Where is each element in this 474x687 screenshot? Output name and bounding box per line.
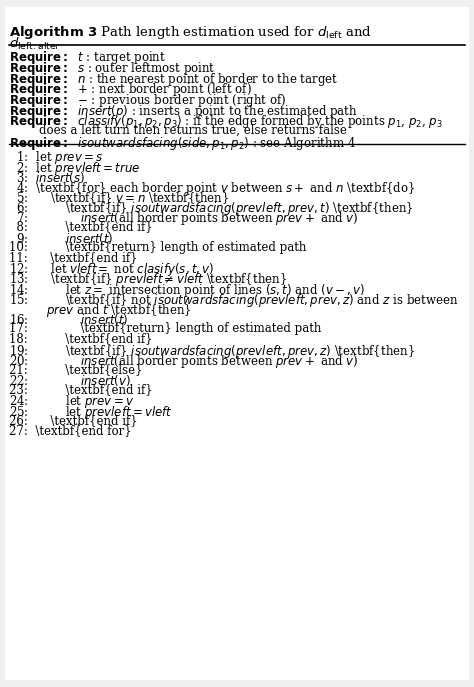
Text: $\mathbf{Require:}$  $t$ : target point: $\mathbf{Require:}$ $t$ : target point	[9, 49, 166, 67]
Text: 9:          $insert(t)$: 9: $insert(t)$	[9, 231, 114, 246]
Text: $\mathbf{Require:}$  $+$ : next border point (left of): $\mathbf{Require:}$ $+$ : next border po…	[9, 81, 252, 98]
Text: 14:          let $z =$ intersection point of lines $(s, t)$ and $(v-, v)$: 14: let $z =$ intersection point of line…	[9, 282, 365, 299]
Text: 7:              $insert$(all border points between $prev+$ and $v$): 7: $insert$(all border points between $p…	[9, 210, 359, 227]
Text: 26:      \textbf{end if}: 26: \textbf{end if}	[9, 414, 138, 427]
Text: 19:          \textbf{if} $isoutwardsfacing(prevleft, prev, z)$ \textbf{then}: 19: \textbf{if} $isoutwardsfacing(prevle…	[9, 343, 416, 359]
Text: 13:      \textbf{if} $prevleft \neq vleft$ \textbf{then}: 13: \textbf{if} $prevleft \neq vleft$ \t…	[9, 271, 288, 289]
Text: 17:              \textbf{return} length of estimated path: 17: \textbf{return} length of estimated …	[9, 322, 322, 335]
Text: 8:          \textbf{end if}: 8: \textbf{end if}	[9, 221, 153, 234]
Text: 25:          let $prevleft = vleft$: 25: let $prevleft = vleft$	[9, 404, 173, 420]
Text: 20:              $insert$(all border points between $prev+$ and $v$): 20: $insert$(all border points between $…	[9, 353, 359, 370]
Text: $prev$ and $t$ \textbf{then}: $prev$ and $t$ \textbf{then}	[9, 302, 192, 319]
Text: $\mathbf{Require:}$  $s$ : outer leftmost point: $\mathbf{Require:}$ $s$ : outer leftmost…	[9, 60, 216, 77]
Text: 6:          \textbf{if} $isoutwardsfacing(prevleft, prev, t)$ \textbf{then}: 6: \textbf{if} $isoutwardsfacing(prevlef…	[9, 201, 414, 217]
Text: $\mathbf{Require:}$  $n$ : the nearest point of border to the target: $\mathbf{Require:}$ $n$ : the nearest po…	[9, 71, 339, 88]
Text: does a left turn then returns true, else returns false: does a left turn then returns true, else…	[9, 124, 347, 137]
Text: $\mathbf{Algorithm\ 3}$ Path length estimation used for $d_{\mathrm{left}}$ and: $\mathbf{Algorithm\ 3}$ Path length esti…	[9, 24, 372, 41]
Text: $\mathbf{Require:}$  $classify(p_1, p_2, p_3)$ : if the edge formed by the point: $\mathbf{Require:}$ $classify(p_1, p_2, …	[9, 113, 443, 131]
Text: 3:  $insert(s)$: 3: $insert(s)$	[9, 170, 86, 185]
Text: 10:          \textbf{return} length of estimated path: 10: \textbf{return} length of estimated …	[9, 241, 307, 254]
Text: 15:          \textbf{if} not $isoutwardsfacing(prevleft, prev, z)$ and $z$ is be: 15: \textbf{if} not $isoutwardsfacing(pr…	[9, 292, 459, 308]
Text: 12:      let $vleft =$ not $clasify(s, t, v)$: 12: let $vleft =$ not $clasify(s, t, v)$	[9, 261, 215, 278]
Text: 1:  let $prev = s$: 1: let $prev = s$	[9, 150, 104, 166]
Text: 23:          \textbf{end if}: 23: \textbf{end if}	[9, 383, 153, 396]
Text: 5:      \textbf{if} $v = n$ \textbf{then}: 5: \textbf{if} $v = n$ \textbf{then}	[9, 190, 230, 206]
Text: 27:  \textbf{end for}: 27: \textbf{end for}	[9, 424, 132, 437]
Text: 2:  let $prevleft = true$: 2: let $prevleft = true$	[9, 159, 141, 177]
Text: 21:          \textbf{else}: 21: \textbf{else}	[9, 363, 143, 376]
Text: $d_{\mathrm{left.alter}}$: $d_{\mathrm{left.alter}}$	[9, 36, 61, 52]
Text: 18:          \textbf{end if}: 18: \textbf{end if}	[9, 333, 153, 346]
Text: 11:      \textbf{end if}: 11: \textbf{end if}	[9, 251, 138, 264]
FancyBboxPatch shape	[5, 7, 469, 680]
Text: 16:              $insert(t)$: 16: $insert(t)$	[9, 312, 129, 327]
Text: $\mathbf{Require:}$  $insert(p)$ : inserts a point to the estimated path: $\mathbf{Require:}$ $insert(p)$ : insert…	[9, 102, 358, 120]
Text: 24:          let $prev = v$: 24: let $prev = v$	[9, 394, 135, 410]
Text: 22:              $insert(v)$: 22: $insert(v)$	[9, 373, 131, 388]
Text: $\mathbf{Require:}$  $-$ : previous border point (right of): $\mathbf{Require:}$ $-$ : previous borde…	[9, 92, 287, 109]
Text: 4:  \textbf{for} each border point $v$ between $s+$ and $n$ \textbf{do}: 4: \textbf{for} each border point $v$ be…	[9, 180, 416, 197]
Text: $\mathbf{Require:}$  $isoutwardsfacing(side, p_1, p_2)$ : see Algorithm 4: $\mathbf{Require:}$ $isoutwardsfacing(si…	[9, 135, 356, 152]
